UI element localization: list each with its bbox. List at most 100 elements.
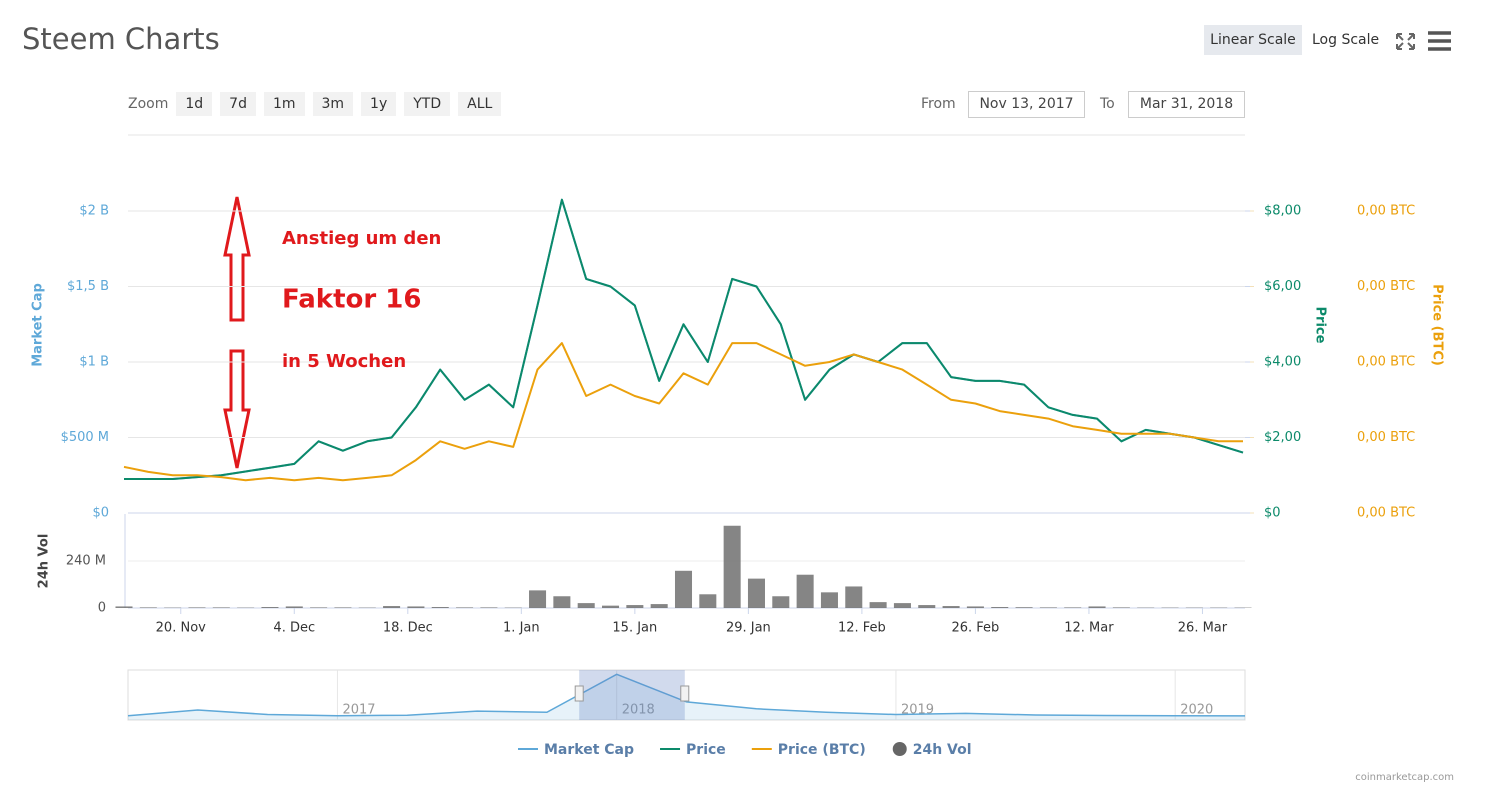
zoom-button[interactable]: 1m — [263, 92, 305, 116]
from-input[interactable]: Nov 13, 2017 — [968, 91, 1085, 118]
navigator-handle[interactable] — [574, 685, 584, 702]
axis-title: Price (BTC) — [1430, 284, 1445, 366]
scale-button[interactable]: Linear Scale — [1204, 25, 1302, 55]
axis-title: 24h Vol — [37, 534, 52, 589]
volume-bar — [188, 607, 206, 608]
vol-tick-label: 240 M — [66, 554, 106, 569]
navigator-label: 2017 — [342, 703, 375, 718]
volume-bar — [966, 606, 984, 608]
x-tick-label: 1. Jan — [503, 621, 540, 636]
volume-bar — [991, 607, 1009, 608]
to-input[interactable]: Mar 31, 2018 — [1128, 91, 1245, 118]
volume-bar — [723, 525, 741, 608]
zoom-button[interactable]: 1d — [176, 92, 213, 116]
zoom-button[interactable]: YTD — [404, 92, 451, 116]
y2-tick-label: $8,00 — [1264, 204, 1301, 219]
axis-title: Market Cap — [31, 283, 46, 367]
x-tick-label: 4. Dec — [273, 621, 315, 636]
series-line — [123, 342, 1243, 482]
volume-bar — [772, 596, 790, 608]
zoom-button[interactable]: 1y — [361, 92, 397, 116]
legend-label[interactable]: Price — [686, 742, 726, 758]
volume-bar — [115, 606, 133, 608]
volume-bar — [310, 607, 328, 608]
x-tick-label: 15. Jan — [612, 621, 657, 636]
volume-bar — [1088, 606, 1106, 608]
y-tick-label: $0 — [92, 506, 109, 521]
x-tick-label: 26. Mar — [1178, 621, 1228, 636]
zoom-button[interactable]: 7d — [220, 92, 256, 116]
series-line — [124, 198, 1244, 480]
volume-bar — [650, 604, 668, 608]
annotation: in 5 Wochen — [282, 351, 406, 372]
volume-bar — [942, 606, 960, 608]
credit: coinmarketcap.com — [1355, 772, 1454, 783]
navigator-frame — [127, 669, 1246, 721]
navigator-line — [127, 673, 1246, 717]
vol-tick-label: 0 — [98, 601, 106, 616]
annotation-arrows — [223, 196, 251, 469]
volume-bar — [820, 592, 838, 608]
navigator-area — [128, 674, 1245, 720]
y2-tick-label: $6,00 — [1264, 279, 1301, 294]
y2-tick-label: $4,00 — [1264, 355, 1301, 370]
volume-bar — [577, 603, 595, 608]
navigator-handle[interactable] — [680, 685, 690, 702]
y3-tick-label: 0,00 BTC — [1357, 506, 1415, 521]
volume-bar — [869, 602, 887, 608]
legend-symbol — [892, 742, 907, 756]
navigator-selection — [579, 670, 685, 720]
volume-bar — [699, 594, 717, 608]
menu-icon[interactable] — [1428, 31, 1451, 51]
navigator-label: 2020 — [1180, 703, 1213, 718]
volume-bar — [1064, 607, 1082, 608]
zoom-button[interactable]: ALL — [458, 92, 502, 116]
volume-bar — [602, 605, 620, 608]
y3-tick-label: 0,00 BTC — [1357, 279, 1415, 294]
to-label: To — [1100, 96, 1115, 112]
x-tick-label: 20. Nov — [156, 621, 206, 636]
y3-tick-label: 0,00 BTC — [1357, 204, 1415, 219]
x-tick-label: 12. Mar — [1064, 621, 1114, 636]
volume-bar — [383, 606, 401, 608]
volume-bar — [674, 570, 693, 608]
page-title: Steem Charts — [22, 22, 220, 56]
x-tick-label: 18. Dec — [383, 621, 433, 636]
zoom-label: Zoom — [128, 96, 169, 112]
zoom-bar: Zoom 1d 7d 1m 3m 1y YTD ALL — [128, 92, 502, 116]
annotation: Anstieg um den — [282, 228, 441, 249]
y-tick-label: $1,5 B — [67, 279, 109, 294]
scale-button[interactable]: Log Scale — [1312, 32, 1380, 48]
volume-bar — [553, 596, 571, 608]
volume-bar — [1015, 607, 1033, 608]
volume-bar — [1112, 607, 1130, 608]
volume-bar — [407, 606, 425, 608]
volume-bar — [747, 578, 765, 608]
axis-title: Price — [1313, 307, 1328, 344]
volume-bar — [796, 574, 814, 608]
x-tick-label: 29. Jan — [726, 621, 771, 636]
volume-bar — [893, 603, 911, 608]
volume-bar — [626, 605, 644, 608]
volume-bar — [261, 607, 279, 608]
volume-bar — [431, 607, 449, 608]
y3-tick-label: 0,00 BTC — [1357, 355, 1415, 370]
volume-bar — [285, 606, 303, 608]
legend-label[interactable]: Price (BTC) — [778, 742, 866, 758]
volume-bar — [480, 607, 498, 608]
y-tick-label: $500 M — [61, 430, 109, 445]
legend-label[interactable]: Market Cap — [544, 742, 634, 758]
x-tick-label: 12. Feb — [838, 621, 886, 636]
volume-bar — [456, 607, 474, 608]
volume-bar — [845, 586, 863, 608]
y-tick-label: $2 B — [79, 204, 109, 219]
x-tick-label: 26. Feb — [951, 621, 999, 636]
fullscreen-icon[interactable] — [1396, 33, 1415, 50]
y2-tick-label: $2,00 — [1264, 430, 1301, 445]
legend-label[interactable]: 24h Vol — [913, 742, 972, 758]
volume-bar — [334, 607, 352, 608]
navigator-label: 2018 — [622, 703, 655, 718]
y3-tick-label: 0,00 BTC — [1357, 430, 1415, 445]
zoom-button[interactable]: 3m — [312, 92, 354, 116]
